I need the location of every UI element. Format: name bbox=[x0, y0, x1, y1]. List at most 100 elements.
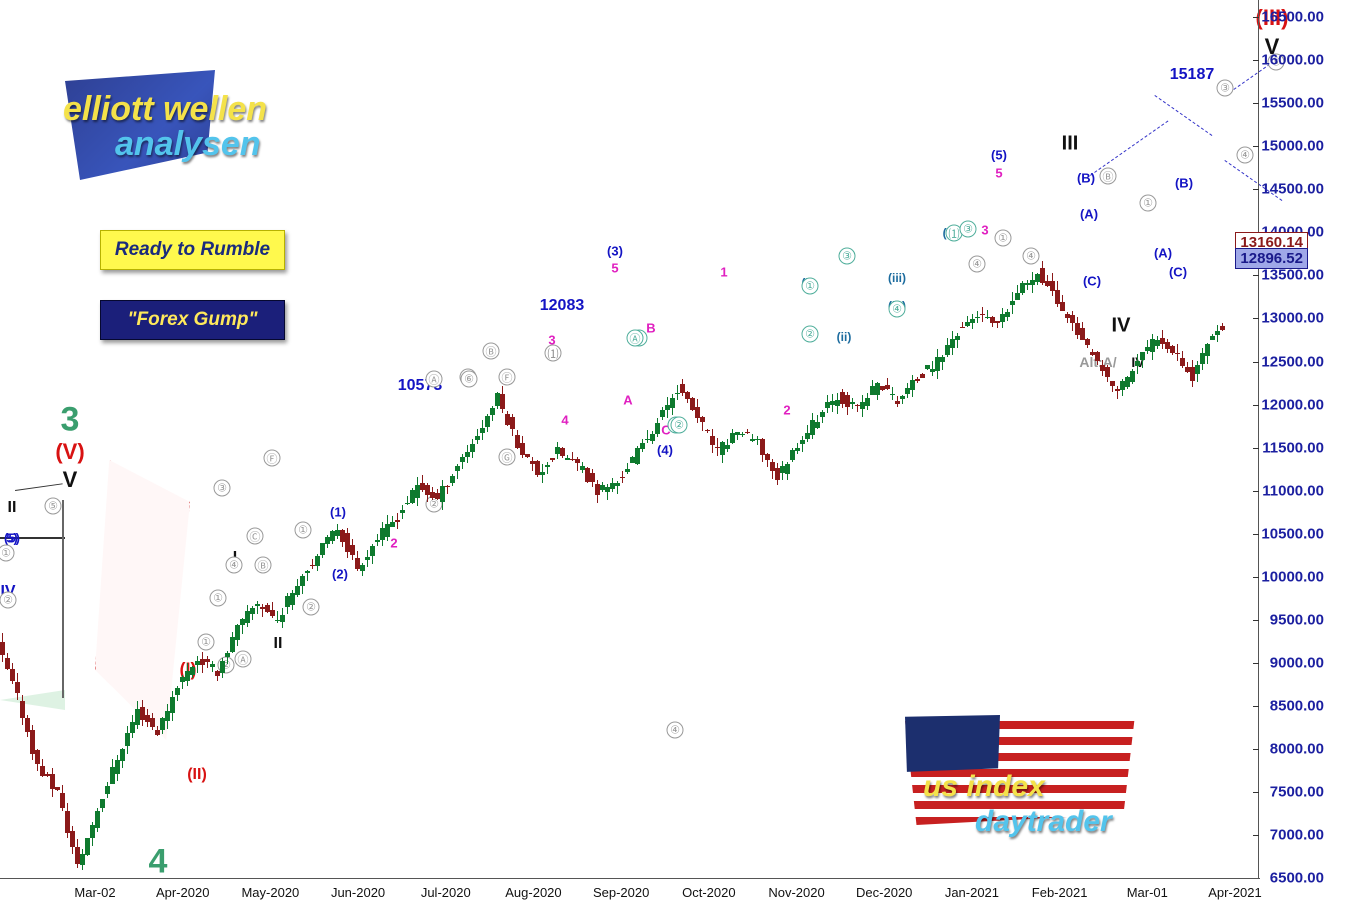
y-axis-tick-label: 15000.00 bbox=[1261, 138, 1324, 155]
elliott-wave-label: A bbox=[623, 393, 632, 408]
y-axis-tick-label: 7000.00 bbox=[1270, 826, 1324, 843]
wave-degree-circle-marker: ④ bbox=[1237, 147, 1254, 164]
wave-degree-circle-marker: Ⓕ bbox=[264, 450, 281, 467]
y-axis-tick-label: 8000.00 bbox=[1270, 740, 1324, 757]
wave-degree-circle-marker: ① bbox=[210, 590, 227, 607]
elliott-wave-label: 2 bbox=[783, 403, 790, 418]
wave-degree-circle-marker: ③ bbox=[1217, 80, 1234, 97]
brand-logo: elliott wellen analysen bbox=[55, 60, 320, 210]
x-axis-tick-label: Mar-02 bbox=[74, 885, 115, 900]
x-axis-tick-label: Nov-2020 bbox=[768, 885, 824, 900]
y-axis-tick-label: 10000.00 bbox=[1261, 568, 1324, 585]
elliott-wave-label: 4 bbox=[561, 413, 568, 428]
y-axis-tick-mark bbox=[1253, 17, 1259, 18]
elliott-wave-label: 2 bbox=[390, 536, 397, 551]
elliott-wave-label: (II) bbox=[187, 766, 207, 784]
wave-degree-circle-marker: ① bbox=[295, 522, 312, 539]
y-axis-tick-label: 12000.00 bbox=[1261, 396, 1324, 413]
x-axis-tick-label: May-2020 bbox=[241, 885, 299, 900]
brand-logo-line2: analysen bbox=[115, 125, 261, 164]
x-axis-tick-label: Jun-2020 bbox=[331, 885, 385, 900]
wave-degree-circle-marker: ① bbox=[0, 545, 15, 562]
wave-degree-circle-marker: ④ bbox=[226, 557, 243, 574]
y-axis-tick-label: 15500.00 bbox=[1261, 95, 1324, 112]
wave-degree-circle-marker: ⑥ bbox=[461, 371, 478, 388]
x-axis-tick-label: Feb-2021 bbox=[1032, 885, 1088, 900]
wave-degree-circle-marker: ② bbox=[0, 592, 17, 609]
y-axis-tick-label: 16000.00 bbox=[1261, 52, 1324, 69]
elliott-wave-label: (B) bbox=[1175, 176, 1193, 191]
wave-degree-circle-marker: ③ bbox=[214, 480, 231, 497]
elliott-wave-label: 15187 bbox=[1170, 66, 1215, 84]
wave-degree-circle-marker: ⑴ bbox=[545, 345, 562, 362]
elliott-wave-label: II bbox=[274, 635, 283, 653]
elliott-wave-label: (5) bbox=[4, 531, 20, 546]
y-axis-tick-mark bbox=[1253, 275, 1259, 276]
elliott-wave-label: B bbox=[646, 321, 655, 336]
y-axis-tick-label: 11000.00 bbox=[1262, 482, 1324, 499]
x-axis-tick-label: Jul-2020 bbox=[421, 885, 471, 900]
elliott-wave-label: (C) bbox=[1169, 265, 1187, 280]
x-axis-tick-label: Apr-2020 bbox=[156, 885, 209, 900]
y-axis-tick-label: 11500.00 bbox=[1262, 439, 1324, 456]
y-axis-tick-mark bbox=[1253, 318, 1259, 319]
wave5-connector-line bbox=[15, 483, 63, 491]
y-axis-tick-label: 13000.00 bbox=[1261, 310, 1324, 327]
wave-degree-circle-marker: Ⓐ bbox=[426, 371, 443, 388]
elliott-wave-label: (A) bbox=[1080, 207, 1098, 222]
wave-degree-circle-marker: ③ bbox=[839, 248, 856, 265]
elliott-wave-label: III bbox=[1062, 133, 1079, 156]
elliott-wave-label: 5 bbox=[611, 261, 618, 276]
wave-degree-circle-marker: ② bbox=[802, 326, 819, 343]
y-axis-tick-mark bbox=[1253, 362, 1259, 363]
wave-degree-circle-marker: Ⓕ bbox=[499, 369, 516, 386]
elliott-wave-label: (5) bbox=[991, 148, 1007, 163]
y-axis-tick-label: 13500.00 bbox=[1261, 267, 1324, 284]
y-axis-tick-mark bbox=[1253, 405, 1259, 406]
wave-degree-circle-marker: ④ bbox=[969, 256, 986, 273]
elliott-wave-label: V bbox=[63, 467, 78, 493]
wave-degree-circle-marker: ③ bbox=[960, 221, 977, 238]
y-axis-tick-mark bbox=[1253, 749, 1259, 750]
elliott-wave-label: 3 bbox=[981, 223, 988, 238]
wave-degree-circle-marker: ⑤ bbox=[45, 498, 62, 515]
wave-degree-circle-marker: Ⓑ bbox=[1100, 168, 1117, 185]
y-axis-tick-mark bbox=[1253, 835, 1259, 836]
y-axis-tick-label: 6500.00 bbox=[1270, 870, 1324, 887]
elliott-wave-label: (2) bbox=[332, 567, 348, 582]
y-axis-tick-mark bbox=[1253, 491, 1259, 492]
elliott-wave-label: (3) bbox=[607, 244, 623, 259]
elliott-wave-label: (ii) bbox=[837, 330, 852, 344]
current-price-low-tag[interactable]: 12896.52 bbox=[1235, 248, 1308, 269]
wave-degree-circle-marker: Ⓐ bbox=[627, 330, 644, 347]
wave-degree-circle-marker: Ⓑ bbox=[255, 557, 272, 574]
wave-degree-circle-marker: ② bbox=[671, 417, 688, 434]
x-axis-tick-label: Mar-01 bbox=[1127, 885, 1168, 900]
elliott-wave-label: 3 bbox=[61, 401, 80, 440]
x-axis-tick-label: Sep-2020 bbox=[593, 885, 649, 900]
y-axis-tick-mark bbox=[1253, 663, 1259, 664]
y-axis-tick-label: 9000.00 bbox=[1270, 654, 1324, 671]
projection-line-wave3 bbox=[1154, 95, 1212, 136]
y-axis-tick-mark bbox=[1253, 792, 1259, 793]
chart-root: elliott wellen analysen Ready to Rumble … bbox=[0, 0, 1348, 913]
elliott-wave-label: IV bbox=[1112, 315, 1131, 338]
elliott-wave-label: 1 bbox=[720, 265, 727, 280]
y-axis-tick-label: 8500.00 bbox=[1270, 697, 1324, 714]
x-axis-tick-label: Dec-2020 bbox=[856, 885, 912, 900]
y-axis-tick-mark bbox=[1253, 534, 1259, 535]
y-axis-tick-label: 14500.00 bbox=[1261, 181, 1324, 198]
x-axis-tick-label: Oct-2020 bbox=[682, 885, 735, 900]
wave-degree-circle-marker: Ⓐ bbox=[235, 651, 252, 668]
wave-degree-circle-marker: ① bbox=[802, 278, 819, 295]
wave-degree-circle-marker: ④ bbox=[1023, 248, 1040, 265]
elliott-wave-label: (iii) bbox=[888, 271, 906, 285]
y-axis-tick-mark bbox=[1253, 146, 1259, 147]
elliott-wave-label: (C) bbox=[1083, 274, 1101, 289]
y-axis-tick-mark bbox=[1253, 448, 1259, 449]
wave-degree-circle-marker: ① bbox=[995, 230, 1012, 247]
y-axis-tick-label: 7500.00 bbox=[1270, 783, 1324, 800]
elliott-wave-label: II bbox=[8, 499, 17, 517]
y-axis-tick-mark bbox=[1253, 189, 1259, 190]
wave-degree-circle-marker: ④ bbox=[667, 722, 684, 739]
